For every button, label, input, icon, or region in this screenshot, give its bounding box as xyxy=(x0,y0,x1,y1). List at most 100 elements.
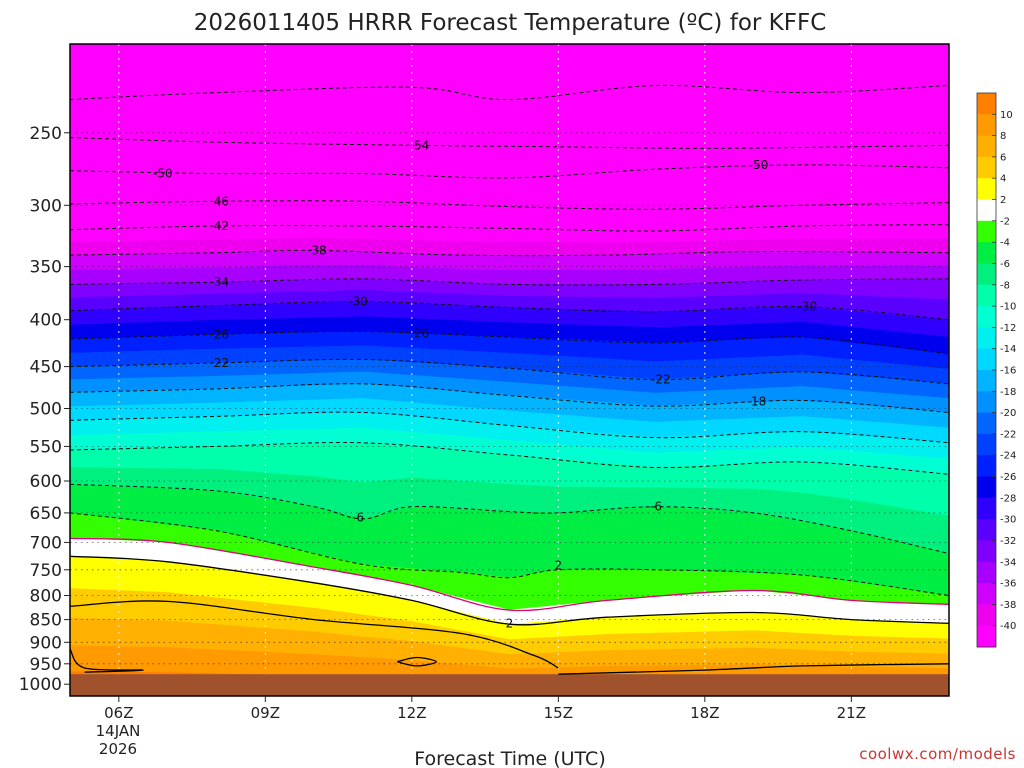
colorbar-label: 4 xyxy=(1000,174,1006,185)
contour-label: 46 xyxy=(214,194,229,208)
y-axis-ticks: 2503003504004505005506006507007508008509… xyxy=(19,124,70,695)
y-tick-label: 950 xyxy=(30,655,62,675)
contour-label: 22 xyxy=(214,356,229,370)
colorbar-swatch xyxy=(977,199,996,222)
y-tick-label: 350 xyxy=(30,258,62,278)
y-tick-label: 550 xyxy=(30,437,62,457)
y-tick-label: 500 xyxy=(30,400,62,420)
y-tick-label: 800 xyxy=(30,587,62,607)
y-tick-label: 650 xyxy=(30,504,62,524)
x-tick-label: 21Z xyxy=(837,704,866,722)
colorbar-label: -2 xyxy=(1000,216,1010,227)
contour-label: -22 xyxy=(651,373,671,387)
contour-label: -30 xyxy=(798,300,818,314)
contour-label: 34 xyxy=(214,275,229,289)
colorbar-label: -18 xyxy=(1000,387,1016,398)
x-date-line1: 14JAN xyxy=(96,722,141,740)
y-tick-label: 250 xyxy=(30,124,62,144)
y-tick-label: 850 xyxy=(30,611,62,631)
colorbar-label: -32 xyxy=(1000,536,1016,547)
colorbar-swatch xyxy=(977,156,996,179)
x-tick-label: 12Z xyxy=(397,704,426,722)
colorbar-swatch xyxy=(977,114,996,137)
contour-label: -50 xyxy=(749,158,769,172)
contour-label: 18 xyxy=(751,394,766,408)
colorbar-swatch xyxy=(977,540,996,563)
colorbar-label: -28 xyxy=(1000,493,1016,504)
y-tick-label: 700 xyxy=(30,533,62,553)
colorbar-swatch xyxy=(977,263,996,286)
colorbar-label: 6 xyxy=(1000,152,1006,163)
y-tick-label: 300 xyxy=(30,196,62,216)
colorbar-swatch xyxy=(977,476,996,499)
x-tick-label: 09Z xyxy=(251,704,280,722)
colorbar-swatch xyxy=(977,433,996,456)
contour-label: 26 xyxy=(414,326,429,340)
contour-label: -6 xyxy=(352,511,364,525)
ground-surface xyxy=(70,674,949,696)
colorbar-swatch xyxy=(977,625,996,648)
colorbar-label: -6 xyxy=(1000,259,1010,270)
isotherm--54 xyxy=(70,137,949,149)
colorbar-label: 10 xyxy=(1000,110,1013,121)
colorbar-swatch xyxy=(977,412,996,435)
chart-title: 2026011405 HRRR Forecast Temperature (ºC… xyxy=(194,10,827,36)
contour-label: 54 xyxy=(414,138,429,152)
colorbar-label: -16 xyxy=(1000,366,1016,377)
colorbar-swatch xyxy=(977,220,996,243)
y-tick-label: 450 xyxy=(30,358,62,378)
colorbar-swatch xyxy=(977,242,996,264)
colorbar-swatch xyxy=(977,135,996,158)
contour-label: 26 xyxy=(214,327,229,341)
credit-link[interactable]: coolwx.com/models xyxy=(859,745,1016,763)
colorbar-swatch xyxy=(977,284,996,307)
colorbar-swatch xyxy=(977,306,996,328)
isotherm--4 xyxy=(70,512,949,596)
colorbar-swatch xyxy=(977,583,996,605)
colorbar-label: -36 xyxy=(1000,579,1016,590)
isotherm-10 xyxy=(397,656,437,667)
colorbar-label: -14 xyxy=(1000,344,1016,355)
colorbar-label: -38 xyxy=(1000,600,1016,611)
colorbar-label: -10 xyxy=(1000,302,1016,313)
colorbar-label: -40 xyxy=(1000,621,1016,632)
x-tick-label: 06Z xyxy=(104,704,133,722)
colorbar-swatch xyxy=(977,497,996,520)
colorbar-label: -34 xyxy=(1000,557,1016,568)
contour-label: 42 xyxy=(214,219,229,233)
contour-label: -6 xyxy=(650,500,662,514)
plot-frame xyxy=(69,43,950,697)
y-tick-label: 900 xyxy=(30,633,62,653)
colorbar-label: -22 xyxy=(1000,429,1016,440)
isotherm-2 xyxy=(70,555,949,626)
isotherm--38 xyxy=(70,249,949,257)
colorbar-label: -12 xyxy=(1000,323,1016,334)
grid-lines xyxy=(70,44,949,675)
x-tick-label: 18Z xyxy=(690,704,719,722)
x-date-line2: 2026 xyxy=(99,740,137,758)
contour-label: -30 xyxy=(348,294,368,308)
contour-label: -50 xyxy=(153,167,173,181)
contour-label: 38 xyxy=(311,243,326,257)
colorbar-label: -20 xyxy=(1000,408,1016,419)
x-axis-label: Forecast Time (UTC) xyxy=(414,748,605,768)
y-tick-label: 600 xyxy=(30,472,62,492)
isotherm-contours xyxy=(70,84,949,675)
colorbar-swatch xyxy=(977,519,996,541)
isotherm-10 xyxy=(70,648,144,673)
colorbar-label: -4 xyxy=(1000,238,1010,249)
y-tick-label: 1000 xyxy=(19,675,62,695)
colorbar-swatch xyxy=(977,327,996,350)
contour-label: 2 xyxy=(506,616,514,630)
colorbar-label: -24 xyxy=(1000,451,1016,462)
isotherm--6 xyxy=(70,483,949,555)
y-tick-label: 400 xyxy=(30,311,62,331)
colorbar: 10 8 6 4 2 -2 -4 -6 -8 -10 -12 -14 -16 -18 -20 -22 -24 -2… xyxy=(976,92,1016,648)
x-axis-ticks: 06Z 09Z 12Z 15Z 18Z 21Z xyxy=(104,696,866,722)
colorbar-label: 8 xyxy=(1000,131,1006,142)
isotherm--2 xyxy=(70,537,949,612)
colorbar-label: -26 xyxy=(1000,472,1016,483)
colorbar-swatch xyxy=(977,455,996,477)
